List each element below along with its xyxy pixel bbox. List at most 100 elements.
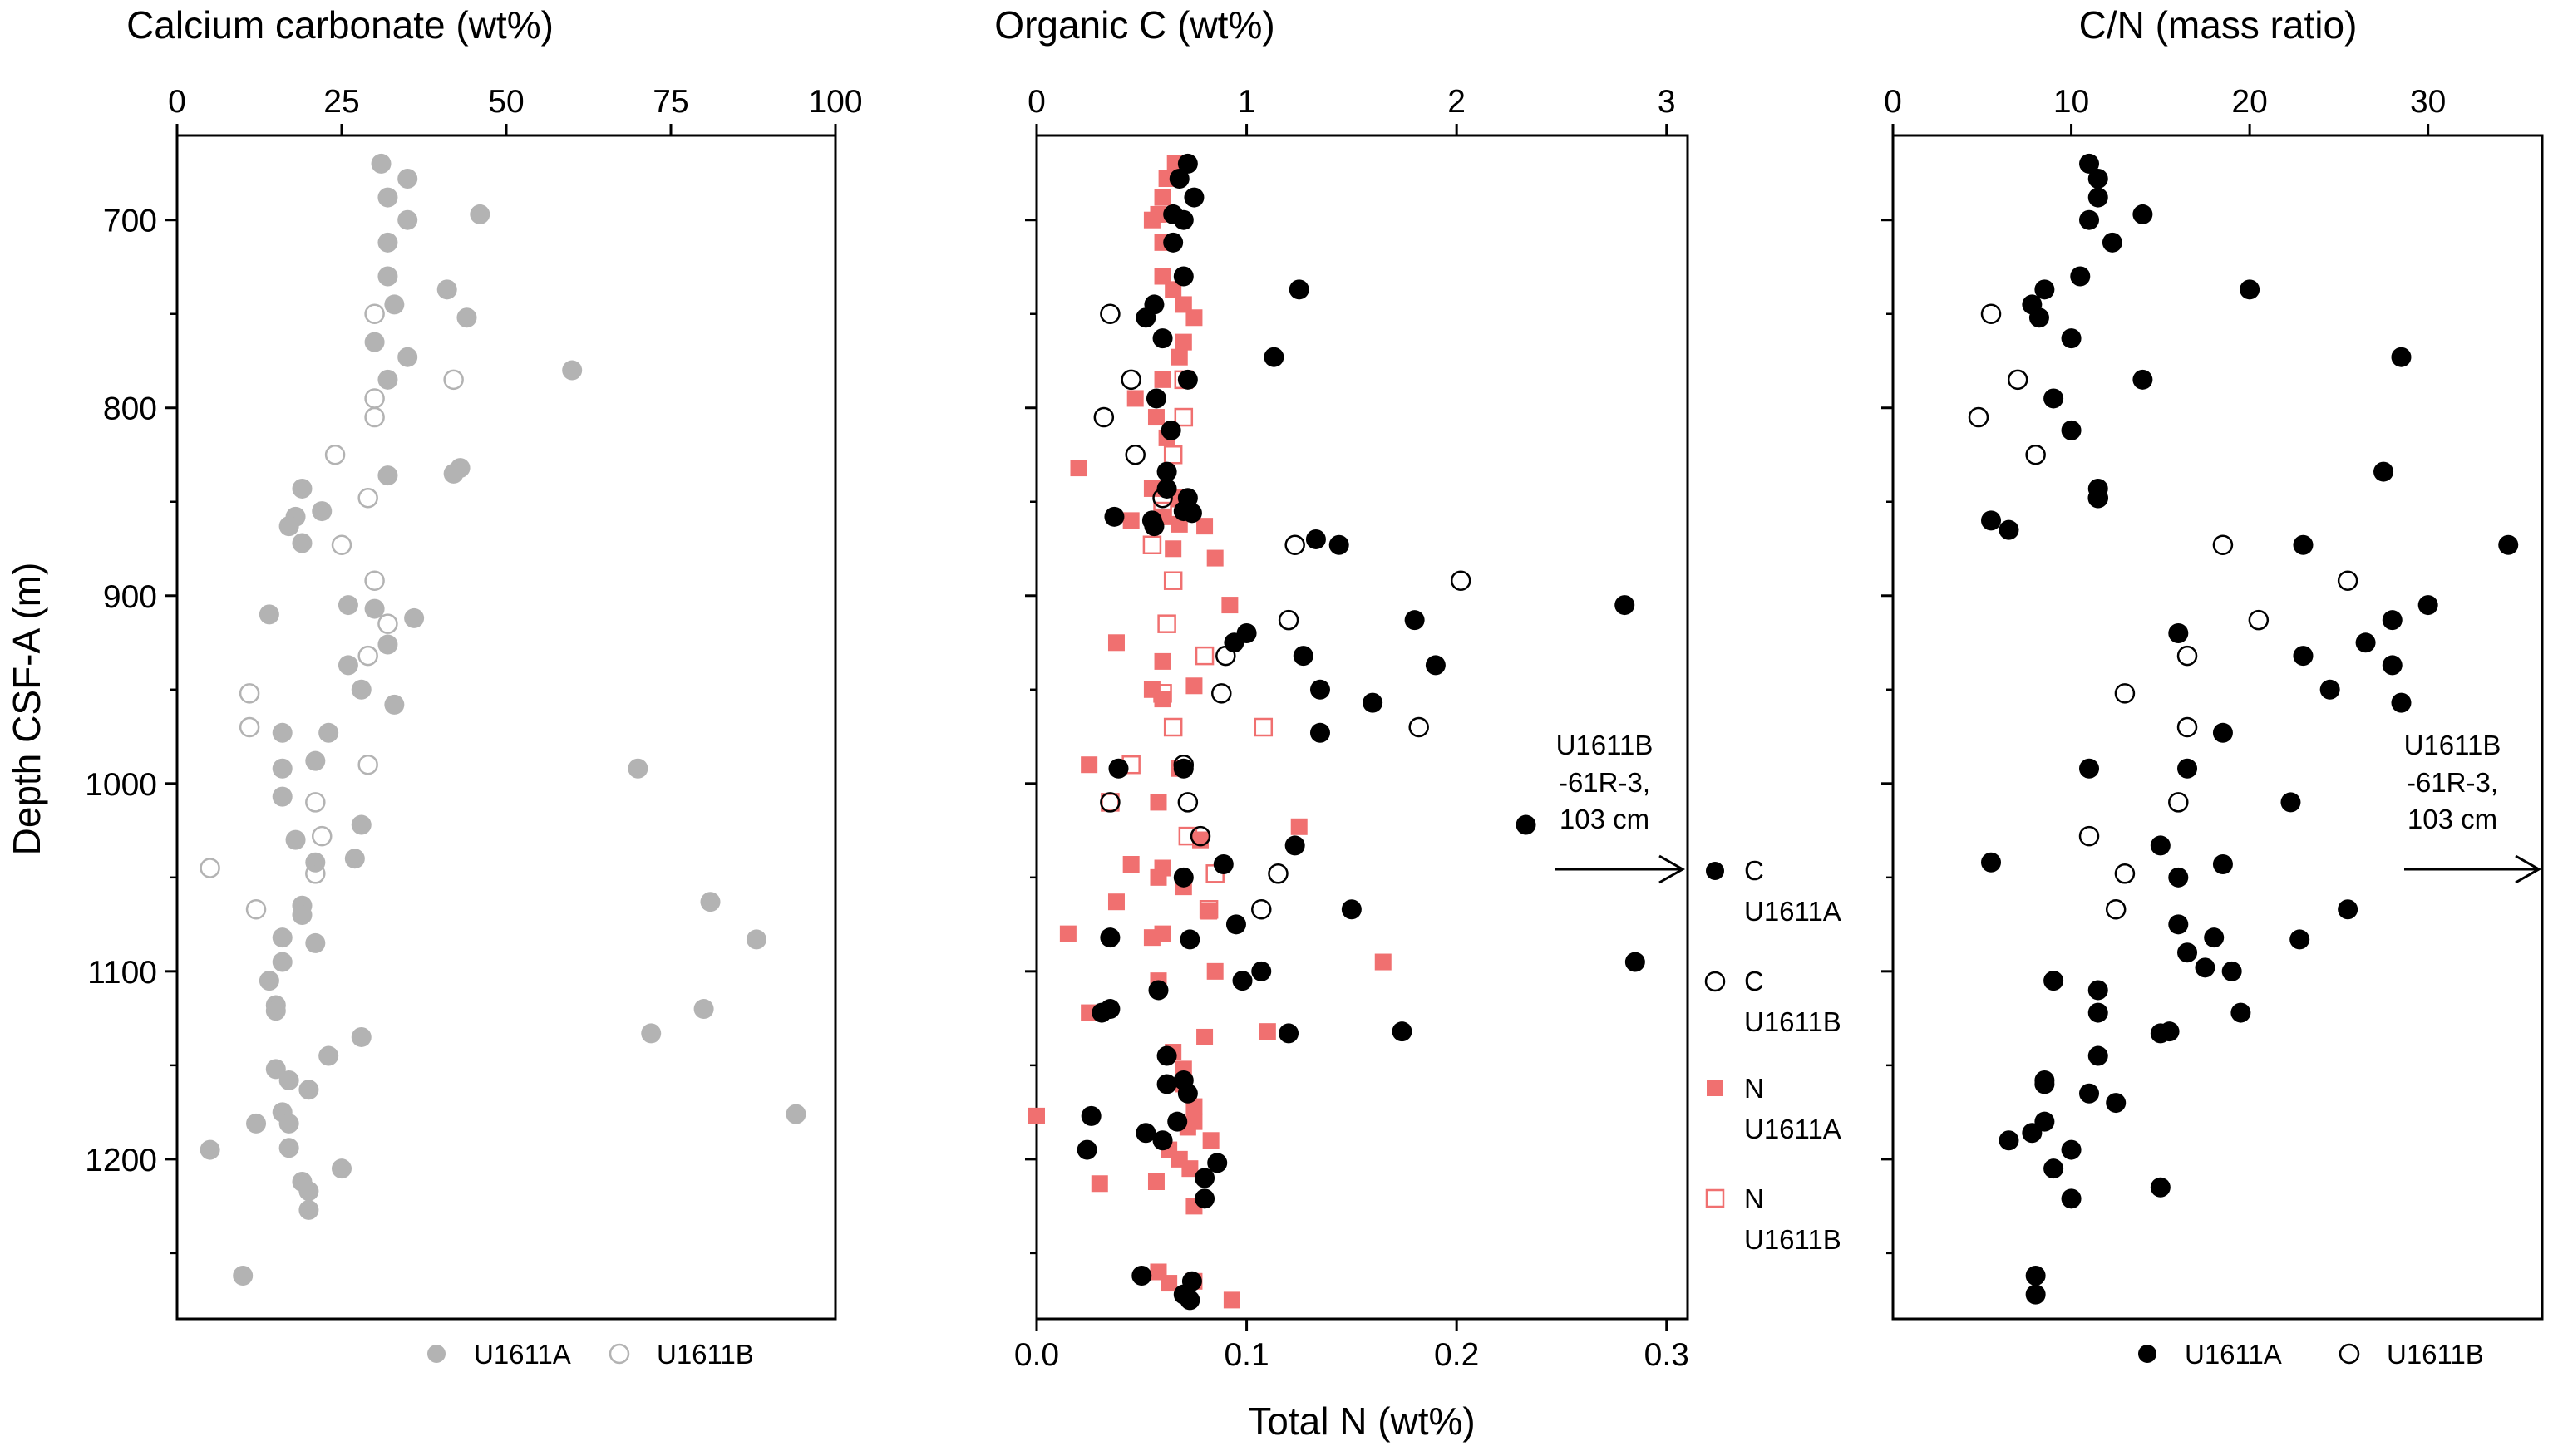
c-u1611a-point [1167, 1111, 1188, 1132]
caco3-u1611a-point [397, 168, 418, 189]
n-u1611a-point [1150, 794, 1167, 811]
c-u1611a-point [1293, 646, 1313, 667]
cn-u1611a-point [2022, 1123, 2043, 1144]
cn-u1611a-point [2087, 980, 2108, 1001]
caco3-u1611a-point [338, 655, 358, 676]
c-u1611a-point [1148, 980, 1169, 1001]
cn-u1611a-point [2087, 168, 2108, 189]
annotation-c-arrowhead [2515, 854, 2542, 884]
cn-u1611a-point [2230, 1002, 2251, 1023]
n-u1611a-point [1107, 893, 1125, 911]
caco3-u1611a-point [397, 347, 418, 367]
c-u1611a-point [1213, 854, 1234, 875]
c-u1611b-point [1450, 570, 1471, 591]
caco3-u1611a-point [305, 932, 326, 953]
caco3-u1611a-point [298, 1199, 319, 1220]
panel-c-title: C/N (mass ratio) [2079, 3, 2358, 47]
caco3-u1611a-point [377, 369, 398, 390]
n-u1611a-point [1206, 962, 1224, 980]
c-u1611b-point [1100, 792, 1121, 813]
panel-c-depth-ticks [1881, 219, 1893, 1255]
c-u1611b-point [1211, 683, 1232, 704]
n-u1611a-point [1147, 409, 1165, 426]
cn-u1611a-point [2106, 1093, 2127, 1114]
annotation-b-line2: -61R-3, [1559, 767, 1650, 798]
c-u1611a-point [1251, 961, 1272, 981]
legend-c-u1611b-marker [2339, 1343, 2360, 1365]
caco3-u1611a-point [259, 604, 279, 625]
legend-b-c-u1611a-marker [1706, 862, 1724, 880]
c-u1611b-point [1268, 863, 1289, 884]
cn-u1611a-point [2150, 835, 2171, 856]
caco3-u1611a-point [456, 307, 477, 328]
annotation-b-line1: U1611B [1556, 730, 1654, 760]
caco3-u1611a-point [278, 1070, 299, 1090]
n-u1611a-point [1126, 390, 1144, 407]
n-u1611a-point [1059, 925, 1077, 942]
panel-b-top-ticks: 0 1 2 3 [1028, 84, 1676, 135]
n-u1611a-point [1122, 512, 1140, 529]
c-u1611a-point [1309, 722, 1330, 743]
legend-b-n-u1611a-marker [1707, 1080, 1723, 1096]
caco3-x-tick-label: 0 [168, 84, 186, 120]
panel-cn-ratio: C/N (mass ratio) 0 10 20 30 U1611B -61R-3, … [1881, 3, 2544, 1370]
cn-u1611a-point [2289, 929, 2310, 950]
annotation-c-line3: 103 cm [2408, 804, 2497, 834]
caco3-u1611a-point [377, 187, 398, 208]
organic-c-x-tick-label: 1 [1238, 84, 1256, 120]
c-u1611a-point [1169, 168, 1190, 189]
caco3-u1611a-point [397, 209, 418, 230]
depth-axis-ticks: 700 800 900 1000 1100 1200 [85, 204, 177, 1255]
n-u1611b-point [1163, 571, 1183, 590]
caco3-u1611a-point [746, 929, 766, 950]
caco3-u1611b-point [305, 792, 326, 813]
caco3-u1611a-point [272, 927, 293, 948]
cn-u1611a-point [1999, 1130, 2019, 1151]
caco3-u1611a-point [384, 294, 405, 315]
c-u1611a-point [1289, 279, 1309, 300]
c-u1611a-point [1363, 692, 1383, 713]
caco3-u1611a-point [278, 516, 299, 537]
n-u1611a-point [1185, 677, 1203, 695]
legend-a-u1611b-marker [609, 1343, 630, 1365]
c-u1611a-point [1184, 187, 1205, 208]
caco3-u1611a-point [351, 1026, 372, 1047]
cn-u1611a-point [2382, 610, 2403, 631]
n-u1611b-point [1254, 717, 1274, 737]
cn-u1611a-point [2061, 420, 2082, 440]
cn-u1611a-point [2212, 722, 2233, 743]
caco3-u1611a-point [371, 153, 392, 174]
panel-b-annotation: U1611B -61R-3, 103 cm [1555, 730, 1686, 884]
caco3-u1611a-point [628, 758, 648, 779]
n-u1611a-point [1374, 953, 1392, 971]
caco3-u1611b-point [364, 570, 385, 591]
caco3-u1611a-point [298, 1181, 319, 1202]
caco3-u1611a-point [285, 829, 306, 850]
legend-b-c-u1611b-marker [1704, 971, 1726, 992]
n-u1611a-point [1161, 1275, 1178, 1292]
depth-tick-label: 900 [103, 579, 157, 615]
c-u1611b-point [1408, 716, 1429, 738]
cn-u1611a-point [2025, 1284, 2046, 1305]
organic-c-x-tick-label: 0 [1028, 84, 1046, 120]
caco3-u1611a-point [351, 814, 372, 835]
n-u1611b-point [1199, 900, 1219, 919]
annotation-c-line2: -61R-3, [2407, 767, 2498, 798]
c-u1611b-point [1121, 369, 1141, 391]
caco3-u1611b-point [200, 858, 220, 878]
caco3-u1611a-point [318, 722, 339, 743]
caco3-u1611a-point [364, 332, 385, 352]
c-u1611a-point [1173, 867, 1194, 888]
panel-b-bottom-ticks: 0.0 0.1 0.2 0.3 [1014, 1319, 1689, 1373]
depth-tick-label: 800 [103, 391, 157, 427]
cn-u1611a-point [2221, 961, 2242, 981]
cn-u1611a-point [2087, 1045, 2108, 1066]
organic-c-x-tick-label: 2 [1447, 84, 1466, 120]
c-u1611a-point [1624, 952, 1645, 972]
n-u1611a-point [1091, 1175, 1108, 1193]
c-u1611a-point [1392, 1021, 1412, 1042]
n-u1611a-point [1107, 634, 1125, 652]
c-u1611b-point [1093, 406, 1115, 428]
n-u1611a-point [1165, 281, 1182, 298]
caco3-u1611a-point [305, 852, 326, 873]
